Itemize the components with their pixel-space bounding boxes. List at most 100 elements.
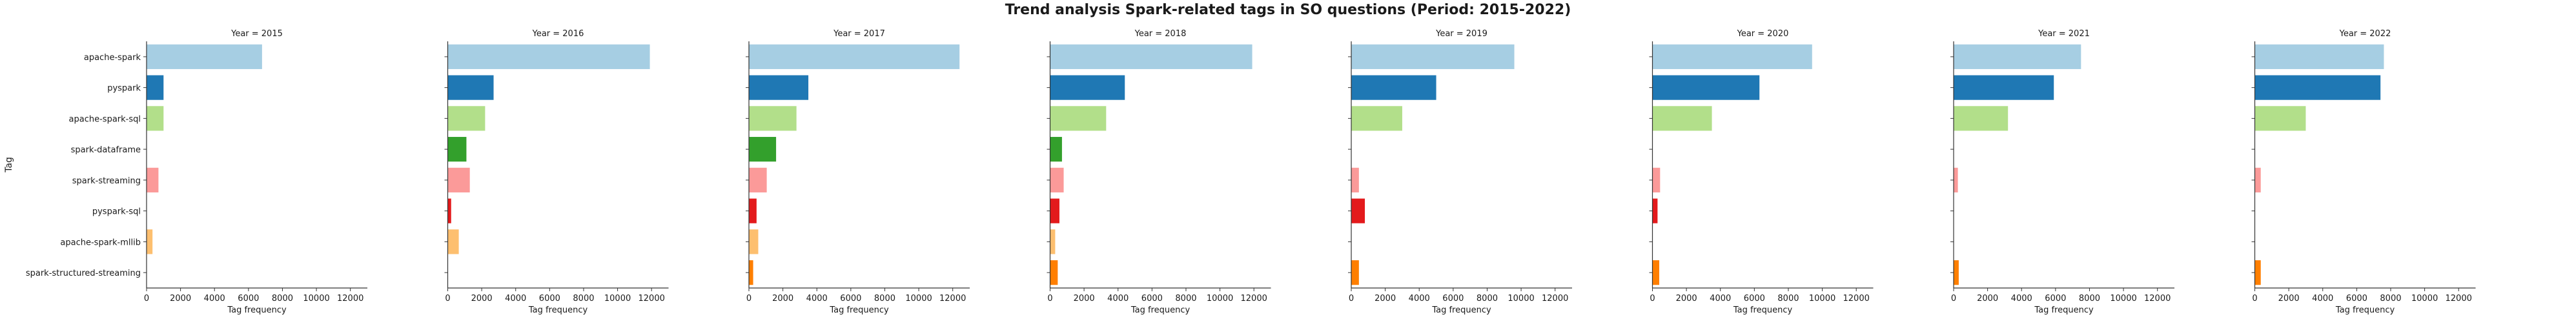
x-axis-label: Tag frequency	[2034, 305, 2094, 315]
x-tick-label: 6000	[2346, 294, 2367, 304]
bar	[1954, 75, 2054, 100]
bar	[1351, 260, 1359, 285]
bar	[749, 229, 759, 254]
bar	[1351, 167, 1359, 192]
x-tick-label: 2000	[471, 294, 493, 304]
x-tick-label: 12000	[2446, 294, 2472, 304]
x-tick-label: 10000	[1809, 294, 1835, 304]
bar	[147, 229, 153, 254]
bar	[1954, 106, 2009, 131]
panel-title: Year = 2022	[2339, 29, 2391, 39]
x-tick-label: 12000	[2144, 294, 2171, 304]
chart-title: Trend analysis Spark-related tags in SO …	[1005, 2, 1571, 18]
bar	[447, 229, 459, 254]
bar	[2254, 44, 2384, 69]
x-tick-label: 12000	[1241, 294, 1267, 304]
bar	[1050, 198, 1059, 223]
x-tick-label: 12000	[939, 294, 966, 304]
x-tick-label: 6000	[1744, 294, 1765, 304]
bar	[1050, 137, 1062, 162]
x-tick-label: 0	[746, 294, 751, 304]
x-tick-label: 2000	[170, 294, 191, 304]
bar	[749, 106, 797, 131]
bar	[1050, 75, 1125, 100]
x-tick-label: 4000	[1710, 294, 1731, 304]
bar	[447, 75, 494, 100]
x-tick-label: 10000	[2110, 294, 2136, 304]
x-tick-label: 6000	[1141, 294, 1163, 304]
x-tick-label: 10000	[604, 294, 631, 304]
panel-title: Year = 2018	[1134, 29, 1187, 39]
bar	[447, 167, 470, 192]
x-tick-label: 0	[1047, 294, 1052, 304]
x-tick-label: 6000	[238, 294, 259, 304]
bar	[1652, 260, 1660, 285]
bar	[1351, 44, 1515, 69]
bar	[1652, 198, 1658, 223]
y-tick-label: spark-streaming	[72, 176, 141, 186]
y-tick-label: pyspark-sql	[92, 207, 141, 217]
x-axis-label: Tag frequency	[2335, 305, 2395, 315]
bar	[1050, 106, 1107, 131]
panel-title: Year = 2019	[1435, 29, 1487, 39]
bar	[749, 167, 767, 192]
bar	[1652, 167, 1661, 192]
bar	[147, 106, 164, 131]
x-tick-label: 6000	[2045, 294, 2066, 304]
x-axis-label: Tag frequency	[1431, 305, 1491, 315]
x-tick-label: 12000	[1843, 294, 1870, 304]
bar	[447, 137, 467, 162]
y-tick-label: apache-spark-mllib	[60, 238, 141, 247]
bar	[1050, 260, 1058, 285]
x-tick-label: 8000	[1175, 294, 1196, 304]
x-tick-label: 8000	[272, 294, 293, 304]
bar	[1954, 167, 1958, 192]
x-tick-label: 10000	[303, 294, 329, 304]
x-tick-label: 10000	[1207, 294, 1233, 304]
facet-panel: Year = 2020 0 2000 4000 6000 8000 10000 12000 Ta…	[1649, 29, 1874, 315]
x-tick-label: 2000	[1074, 294, 1095, 304]
bar	[2254, 75, 2381, 100]
x-tick-label: 0	[144, 294, 149, 304]
facet-panel: Year = 2022 0 2000 4000 6000 8000 10000 12000 Ta…	[2251, 29, 2476, 315]
bar	[447, 198, 451, 223]
x-tick-label: 4000	[2011, 294, 2032, 304]
facet-panel: Year = 2016 0 2000 4000 6000 8000 10000 12000 Ta…	[444, 29, 669, 315]
bar	[1652, 106, 1712, 131]
bar	[447, 106, 486, 131]
facet-panel: Year = 2015 apache-spark pyspark apache-spa…	[26, 29, 367, 315]
y-tick-label: pyspark	[107, 84, 141, 94]
x-tick-label: 2000	[1375, 294, 1396, 304]
bar	[1652, 44, 1812, 69]
facet-panel: Year = 2021 0 2000 4000 6000 8000 10000 12000 Ta…	[1950, 29, 2174, 315]
x-tick-label: 2000	[1977, 294, 1998, 304]
y-tick-label: apache-spark-sql	[69, 114, 141, 124]
y-axis-label: Tag	[4, 157, 14, 173]
y-tick-label: spark-dataframe	[71, 145, 141, 155]
panel-title: Year = 2017	[833, 29, 885, 39]
x-tick-label: 8000	[874, 294, 895, 304]
bar	[749, 198, 757, 223]
x-tick-label: 4000	[2312, 294, 2333, 304]
x-tick-label: 0	[1349, 294, 1354, 304]
x-axis-label: Tag frequency	[227, 305, 287, 315]
panel-title: Year = 2015	[230, 29, 283, 39]
bar	[147, 44, 262, 69]
bar	[447, 44, 650, 69]
x-tick-label: 6000	[539, 294, 560, 304]
bar	[749, 137, 777, 162]
facet-panel: Year = 2017 0 2000 4000 6000 8000 10000 12000 Ta…	[746, 29, 970, 315]
x-tick-label: 0	[1951, 294, 1956, 304]
x-tick-label: 2000	[772, 294, 793, 304]
x-tick-label: 0	[2252, 294, 2257, 304]
bar	[1954, 44, 2081, 69]
x-tick-label: 6000	[1442, 294, 1464, 304]
x-tick-label: 6000	[840, 294, 861, 304]
facet-panel: Year = 2019 0 2000 4000 6000 8000 10000 12000 Ta…	[1348, 29, 1572, 315]
bar	[1050, 229, 1056, 254]
x-tick-label: 8000	[2380, 294, 2401, 304]
x-tick-label: 2000	[2278, 294, 2300, 304]
x-tick-label: 2000	[1676, 294, 1697, 304]
bar	[1351, 75, 1436, 100]
